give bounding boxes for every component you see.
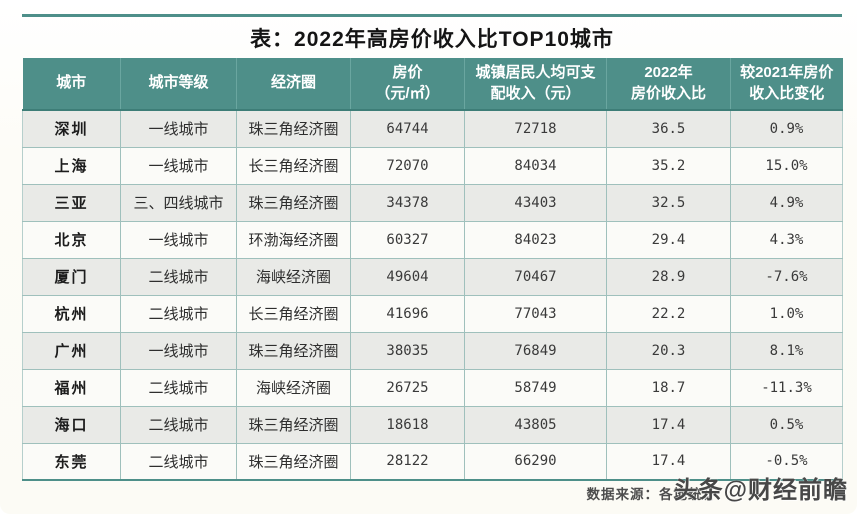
table-cell: 8.1% [730, 331, 843, 370]
table-cell: 珠三角经济圈 [236, 331, 351, 370]
table-cell: 二线城市 [120, 405, 237, 444]
table-cell: 77043 [464, 294, 607, 333]
table-cell: 北京 [22, 220, 121, 259]
accent-rule [22, 14, 842, 17]
table-cell: 35.2 [606, 146, 731, 185]
table-row: 杭州 二线城市 长三角经济圈 41696 77043 22.2 1.0% [22, 294, 843, 333]
table-body: 深圳 一线城市 珠三角经济圈 64744 72718 36.5 0.9% 上海 一线城市 长三角经… [22, 109, 843, 481]
table-cell: 58749 [464, 368, 607, 407]
table-cell: 64744 [350, 109, 465, 148]
table-row: 厦门 二线城市 海峡经济圈 49604 70467 28.9 -7.6% [22, 257, 843, 296]
data-source-note: 数据来源：各地统计 [586, 487, 717, 502]
table-cell: 二线城市 [120, 257, 237, 296]
table-cell: 一线城市 [120, 331, 237, 370]
table-cell: -7.6% [730, 257, 843, 296]
table-cell: 34378 [350, 183, 465, 222]
table-cell: 84023 [464, 220, 607, 259]
table-row: 三亚 三、四线城市 珠三角经济圈 34378 43403 32.5 4.9% [22, 183, 843, 222]
table-cell: 珠三角经济圈 [236, 183, 351, 222]
table-cell: 38035 [350, 331, 465, 370]
table-cell: 84034 [464, 146, 607, 185]
table-cell: 22.2 [606, 294, 731, 333]
table-cell: 三亚 [22, 183, 121, 222]
table-cell: 49604 [350, 257, 465, 296]
table-cell: 66290 [464, 442, 607, 481]
table-cell: 41696 [350, 294, 465, 333]
table-cell: 长三角经济圈 [236, 294, 351, 333]
table-cell: 海口 [22, 405, 121, 444]
column-header-tier: 城市等级 [120, 58, 237, 111]
table-cell: 43403 [464, 183, 607, 222]
table-row: 深圳 一线城市 珠三角经济圈 64744 72718 36.5 0.9% [22, 109, 843, 148]
table-cell: 17.4 [606, 442, 731, 481]
table-cell: 东莞 [22, 442, 121, 481]
table-cell: 70467 [464, 257, 607, 296]
column-header-disposable-income: 城镇居民人均可支 配收入（元） [464, 58, 607, 111]
table-cell: 海峡经济圈 [236, 257, 351, 296]
table-cell: 1.0% [730, 294, 843, 333]
table-cell: 二线城市 [120, 294, 237, 333]
table-cell: 29.4 [606, 220, 731, 259]
table-cell: 厦门 [22, 257, 121, 296]
table-cell: 26725 [350, 368, 465, 407]
table-row: 北京 一线城市 环渤海经济圈 60327 84023 29.4 4.3% [22, 220, 843, 259]
table-cell: 28.9 [606, 257, 731, 296]
table-cell: 60327 [350, 220, 465, 259]
table-cell: 20.3 [606, 331, 731, 370]
table-cell: 杭州 [22, 294, 121, 333]
table-cell: 0.9% [730, 109, 843, 148]
table-cell: 上海 [22, 146, 121, 185]
table-cell: 环渤海经济圈 [236, 220, 351, 259]
housing-ratio-table: 城市 城市等级 经济圈 房价 （元/㎡） 城镇居民人均可支 配收入（元） 202… [22, 58, 843, 481]
table-cell: 一线城市 [120, 220, 237, 259]
table-header-row: 城市 城市等级 经济圈 房价 （元/㎡） 城镇居民人均可支 配收入（元） 202… [22, 58, 843, 111]
table-cell: 72070 [350, 146, 465, 185]
table-row: 福州 二线城市 海峡经济圈 26725 58749 18.7 -11.3% [22, 368, 843, 407]
table-cell: 0.5% [730, 405, 843, 444]
table-cell: 深圳 [22, 109, 121, 148]
table-cell: 4.9% [730, 183, 843, 222]
table-cell: 长三角经济圈 [236, 146, 351, 185]
table-cell: 76849 [464, 331, 607, 370]
table-row: 东莞 二线城市 珠三角经济圈 28122 66290 17.4 -0.5% [22, 442, 843, 481]
table-row: 上海 一线城市 长三角经济圈 72070 84034 35.2 15.0% [22, 146, 843, 185]
table-cell: 珠三角经济圈 [236, 109, 351, 148]
column-header-ratio-2022: 2022年 房价收入比 [606, 58, 731, 111]
table-cell: -11.3% [730, 368, 843, 407]
table-cell: 一线城市 [120, 146, 237, 185]
table-cell: 海峡经济圈 [236, 368, 351, 407]
table-cell: 18.7 [606, 368, 731, 407]
table-cell: 32.5 [606, 183, 731, 222]
table-cell: 三、四线城市 [120, 183, 237, 222]
table-cell: 28122 [350, 442, 465, 481]
table-cell: -0.5% [730, 442, 843, 481]
column-header-change-vs-2021: 较2021年房价 收入比变化 [730, 58, 843, 111]
column-header-house-price: 房价 （元/㎡） [350, 58, 465, 111]
table-cell: 43805 [464, 405, 607, 444]
table-header: 城市 城市等级 经济圈 房价 （元/㎡） 城镇居民人均可支 配收入（元） 202… [22, 58, 843, 111]
page-title: 表：2022年高房价收入比TOP10城市 [250, 28, 614, 51]
table-cell: 17.4 [606, 405, 731, 444]
table-cell: 广州 [22, 331, 121, 370]
table-cell: 一线城市 [120, 109, 237, 148]
toutiao-watermark: 头条@财经前瞻 [673, 477, 848, 504]
table-row: 广州 一线城市 珠三角经济圈 38035 76849 20.3 8.1% [22, 331, 843, 370]
table-row: 海口 二线城市 珠三角经济圈 18618 43805 17.4 0.5% [22, 405, 843, 444]
table-cell: 36.5 [606, 109, 731, 148]
table-cell: 18618 [350, 405, 465, 444]
column-header-economic-zone: 经济圈 [236, 58, 351, 111]
table-cell: 15.0% [730, 146, 843, 185]
table-cell: 珠三角经济圈 [236, 405, 351, 444]
table-cell: 72718 [464, 109, 607, 148]
table-cell: 二线城市 [120, 442, 237, 481]
table-cell: 福州 [22, 368, 121, 407]
column-header-city: 城市 [22, 58, 121, 111]
table-cell: 珠三角经济圈 [236, 442, 351, 481]
table-footer: 数据来源：各地统计 头条@财经前瞻 [22, 477, 847, 514]
table-cell: 4.3% [730, 220, 843, 259]
table-cell: 二线城市 [120, 368, 237, 407]
